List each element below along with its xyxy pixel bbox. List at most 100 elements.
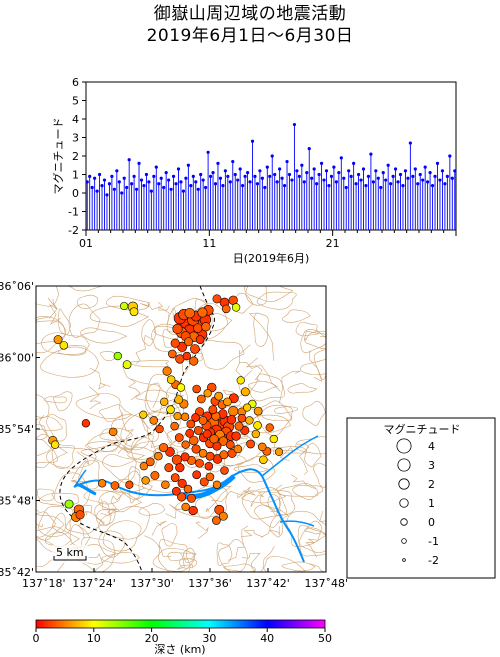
epicenter-marker xyxy=(164,463,174,473)
epicenter-marker xyxy=(212,294,222,304)
mt-event-point xyxy=(194,180,198,184)
epicenter-marker xyxy=(202,429,212,439)
chart-title-line1: 御嶽山周辺域の地震活動 xyxy=(153,4,347,24)
mt-event-point xyxy=(152,174,156,178)
epicenter-marker xyxy=(155,424,164,434)
river-upper xyxy=(73,469,87,488)
mt-y-tick-label: 2 xyxy=(72,150,79,163)
mt-event-point xyxy=(389,182,393,186)
mt-event-point xyxy=(270,154,274,158)
legend-label: -1 xyxy=(428,535,439,548)
mt-event-point xyxy=(315,182,319,186)
epicenter-marker xyxy=(139,462,149,471)
colorbar-tick-label: 50 xyxy=(318,632,332,645)
contour-line xyxy=(218,539,249,572)
mt-event-point xyxy=(181,189,186,193)
colorbar-label: 深さ (km) xyxy=(154,643,205,656)
mt-event-point xyxy=(211,171,215,175)
mt-event-point xyxy=(223,169,227,173)
contour-line xyxy=(99,428,134,441)
contour-line xyxy=(200,340,245,370)
contour-line xyxy=(53,391,73,412)
mt-event-point xyxy=(305,171,309,175)
epicenter-marker xyxy=(212,516,221,525)
contour-line xyxy=(110,414,150,451)
contour-line xyxy=(245,357,263,381)
contour-line xyxy=(113,478,147,494)
mt-event-point xyxy=(258,169,262,173)
mt-y-tick-label: 6 xyxy=(72,76,79,89)
mt-event-point xyxy=(213,182,218,186)
epicenter-marker xyxy=(75,510,85,520)
mt-event-point xyxy=(426,180,430,184)
contour-line xyxy=(53,472,91,508)
contour-line xyxy=(237,486,256,499)
epicenter-marker xyxy=(160,397,169,406)
mt-y-tick-label: 1 xyxy=(72,169,79,182)
epicenter-marker xyxy=(150,471,160,480)
contour-line xyxy=(237,456,276,483)
contour-line xyxy=(304,331,326,349)
mt-event-point xyxy=(347,169,351,173)
mt-event-point xyxy=(334,180,338,184)
epicenter-marker xyxy=(226,415,237,425)
epicenter-marker xyxy=(159,443,169,453)
mt-event-point xyxy=(356,172,361,177)
epicenter-marker xyxy=(113,351,122,361)
epicenter-marker xyxy=(170,338,180,348)
mt-event-point xyxy=(189,184,193,188)
map-lat-label: 35˚42' xyxy=(0,566,34,579)
mt-event-point xyxy=(134,187,139,191)
epicenter-marker xyxy=(251,429,260,439)
mt-event-point xyxy=(263,185,267,190)
contour-line xyxy=(106,441,139,454)
mt-event-point xyxy=(416,182,420,186)
mt-event-point xyxy=(327,184,331,188)
epicenter-marker xyxy=(59,341,69,350)
contour-line xyxy=(122,423,158,451)
mt-event-point xyxy=(401,184,405,188)
mt-event-point xyxy=(253,174,257,178)
contour-line xyxy=(122,366,141,401)
epicenter-marker xyxy=(245,416,254,425)
mt-event-point xyxy=(157,182,161,186)
epicenter-marker xyxy=(176,383,186,392)
contour-line xyxy=(282,309,311,323)
contour-line xyxy=(40,346,100,378)
mt-event-point xyxy=(408,141,412,145)
contour-line xyxy=(151,520,167,536)
mt-event-point xyxy=(149,189,153,193)
legend-label: 3 xyxy=(428,459,435,472)
mt-event-point xyxy=(169,187,173,191)
mt-event-point xyxy=(167,178,171,182)
mt-event-point xyxy=(147,180,151,184)
mt-event-point xyxy=(174,182,178,186)
mt-x-tick-label: 11 xyxy=(202,237,216,250)
mt-x-tick-label: 21 xyxy=(326,237,340,250)
contour-line xyxy=(281,561,316,572)
epicenter-marker xyxy=(185,428,195,438)
mt-event-point xyxy=(88,174,92,178)
mt-event-point xyxy=(448,154,452,158)
contour-line xyxy=(242,552,261,572)
mt-event-point xyxy=(275,180,279,184)
contour-line xyxy=(147,411,178,420)
contour-line xyxy=(309,351,323,382)
mt-ylabel: マグニチュード xyxy=(51,118,65,195)
epicenter-marker xyxy=(223,397,232,407)
mt-event-point xyxy=(411,174,415,178)
contour-line xyxy=(259,556,306,572)
contour-line xyxy=(76,294,99,309)
mt-event-point xyxy=(386,163,390,167)
river-left-arm xyxy=(75,482,97,496)
contour-line xyxy=(287,383,318,394)
epicenter-marker xyxy=(139,410,148,419)
mt-event-point xyxy=(312,167,316,171)
contour-line xyxy=(297,524,326,557)
mt-event-point xyxy=(384,178,388,182)
epicenter-marker xyxy=(220,466,229,475)
contour-line xyxy=(244,286,294,303)
epicenter-marker xyxy=(214,391,224,401)
mt-event-point xyxy=(329,174,334,178)
